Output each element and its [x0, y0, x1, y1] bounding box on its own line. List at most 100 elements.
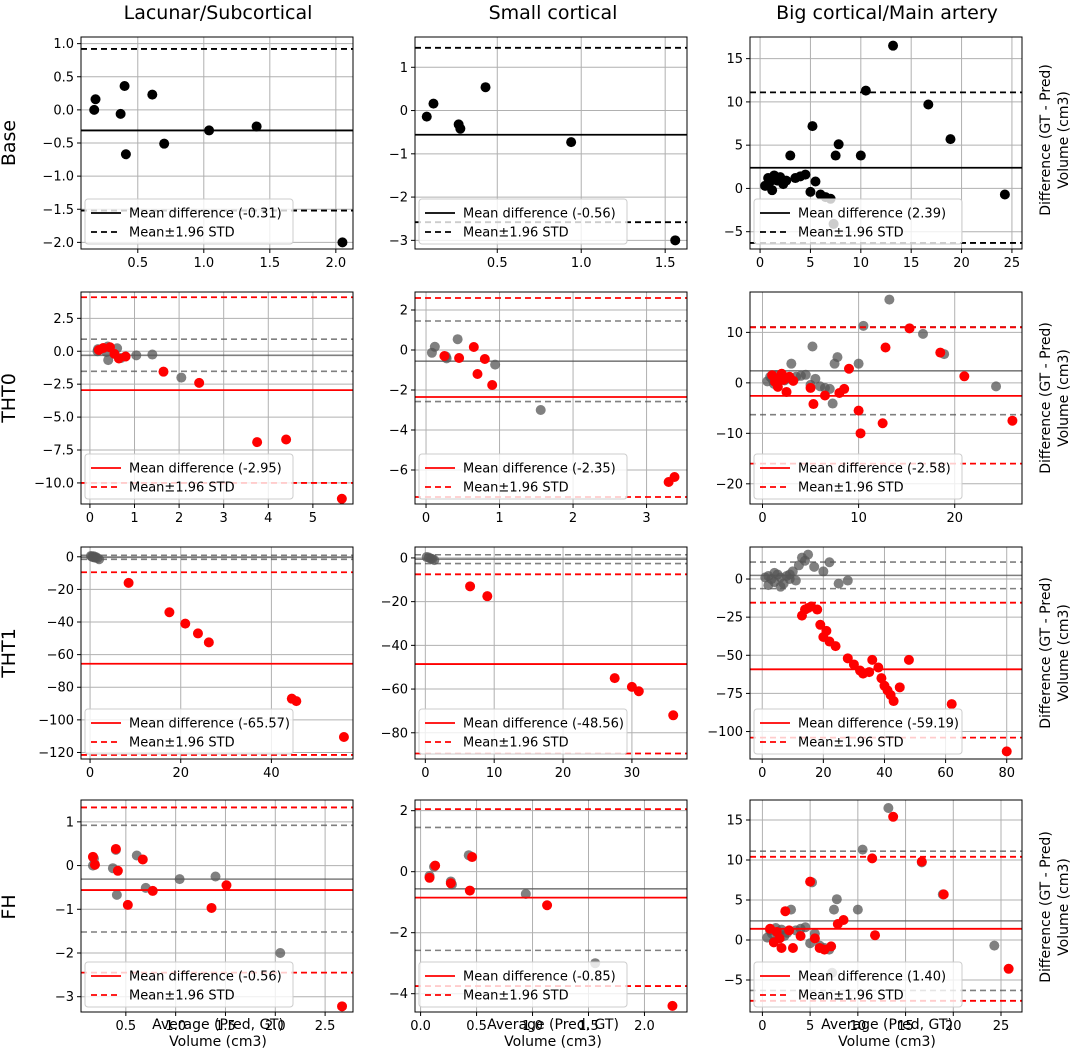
plot-area	[81, 550, 353, 756]
data-point	[472, 369, 483, 379]
data-point	[542, 900, 553, 911]
y-tick-label: 5	[735, 894, 743, 909]
x-tick-label: 10	[853, 256, 870, 271]
legend-box	[753, 708, 963, 755]
x-tick-label: 80	[998, 766, 1015, 781]
ylabel-line-1: Difference (GT - Pred)	[1038, 831, 1054, 983]
ghost-data-point	[991, 381, 1002, 392]
data-point	[337, 1001, 348, 1012]
data-point	[880, 342, 891, 353]
ghost-data-point	[790, 575, 801, 586]
data-point	[839, 383, 850, 394]
legend-mean-label: Mean difference (2.39)	[798, 207, 946, 222]
ghost-data-point	[853, 358, 864, 369]
data-point	[784, 925, 795, 936]
data-point	[203, 637, 214, 648]
data-point	[916, 856, 927, 867]
y-tick-label: 2	[400, 804, 408, 819]
data-point	[805, 382, 816, 393]
data-point	[805, 186, 816, 197]
ghost-data-point	[883, 803, 894, 813]
data-point	[945, 134, 956, 145]
row-label: THT0	[0, 373, 20, 424]
data-point	[888, 696, 899, 707]
x-tick-label: 0	[758, 1019, 766, 1034]
panel-frame	[414, 36, 688, 250]
data-point	[204, 125, 215, 136]
x-tick-label: 20	[815, 766, 832, 781]
data-point	[848, 659, 859, 670]
data-point	[669, 472, 680, 482]
chart-panel: 0.5 1.0 1.5 2.0 1.0 0.5 0.0 −0.5 −1.0 −1.5 −2.0 Mea…	[42, 36, 354, 271]
x-tick-label: 0.5	[127, 256, 148, 271]
x-tick-label: 2.0	[265, 1019, 286, 1034]
y-tick-label: −7.5	[42, 444, 74, 459]
legend-box	[84, 961, 294, 1008]
y-tick-label: −40	[381, 639, 408, 654]
panel-frame	[414, 799, 688, 1013]
y-tick-label: −3	[389, 234, 408, 249]
x-tick-label: 2.0	[325, 256, 346, 271]
legend-mean-label: Mean difference (-0.85)	[463, 970, 616, 985]
ylabel-line-2: Volume (cm3)	[1056, 91, 1072, 189]
data-point	[853, 405, 864, 416]
row-label: THT1	[0, 628, 20, 679]
data-point	[120, 351, 131, 362]
x-tick-label: 40	[876, 766, 893, 781]
legend-std-label: Mean±1.96 STD	[463, 481, 569, 496]
y-tick-label: −60	[381, 683, 408, 698]
ghost-data-point	[210, 871, 221, 882]
data-point	[180, 618, 191, 629]
ylabel-line-2: Volume (cm3)	[1056, 349, 1072, 447]
xlabel-line-1: Average (Pred, GT)	[487, 1017, 619, 1033]
data-point	[780, 906, 791, 917]
ghost-data-point	[275, 947, 286, 958]
ghost-data-point	[763, 580, 774, 591]
ghost-data-point	[833, 578, 844, 589]
panel-frame	[414, 546, 688, 760]
data-point	[89, 859, 100, 870]
x-tick-label: 3	[220, 511, 228, 526]
chart-panel: 0.5 1.0 1.5 2.0 2.5 1 0 −1 −2 −3 Mean difference (…	[55, 799, 354, 1034]
y-tick-label: −80	[47, 681, 74, 696]
data-point	[137, 854, 148, 865]
legend-mean-label: Mean difference (-0.56)	[129, 970, 282, 985]
x-tick-label: 0	[86, 511, 94, 526]
data-point	[668, 710, 679, 721]
x-tick-label: 3	[642, 511, 650, 526]
data-point	[774, 933, 785, 944]
data-point	[252, 437, 263, 448]
data-point	[870, 930, 881, 941]
data-point	[815, 619, 826, 630]
chart-panel: 0 1 2 3 2 0 −2 −4 −6 Mean difference (-2.35) Mean±…	[389, 291, 688, 526]
ghost-data-point	[858, 320, 869, 331]
legend-box	[418, 961, 628, 1008]
legend: Mean difference (-59.19) Mean±1.96 STD	[753, 708, 963, 755]
data-point	[110, 843, 121, 854]
y-tick-label: −60	[47, 648, 74, 663]
x-tick-label: 15	[903, 256, 920, 271]
legend-mean-label: Mean difference (-48.56)	[463, 717, 624, 732]
y-tick-label: −20	[716, 477, 743, 492]
data-point	[788, 375, 799, 386]
ylabel-line-1: Difference (GT - Pred)	[1038, 577, 1054, 729]
y-tick-label: −2	[389, 384, 408, 399]
y-tick-label: 0.0	[53, 103, 74, 118]
x-tick-label: 0.5	[466, 1019, 487, 1034]
data-point	[830, 641, 841, 652]
legend: Mean difference (-2.95) Mean±1.96 STD	[84, 453, 294, 500]
ghost-data-point	[103, 355, 114, 366]
plot-area	[750, 294, 1022, 465]
data-point	[670, 235, 681, 246]
ghost-data-point	[831, 894, 842, 905]
x-tick-label: 0	[422, 511, 430, 526]
data-point	[805, 876, 816, 887]
data-point	[809, 933, 820, 944]
y-tick-label: −2.0	[42, 236, 74, 251]
x-tick-label: 1.5	[215, 1019, 236, 1034]
panel-frame	[414, 291, 688, 505]
x-tick-label: 2.5	[315, 1019, 336, 1034]
data-point	[464, 885, 475, 896]
y-tick-label: 0.5	[53, 70, 74, 85]
ghost-data-point	[452, 334, 463, 345]
